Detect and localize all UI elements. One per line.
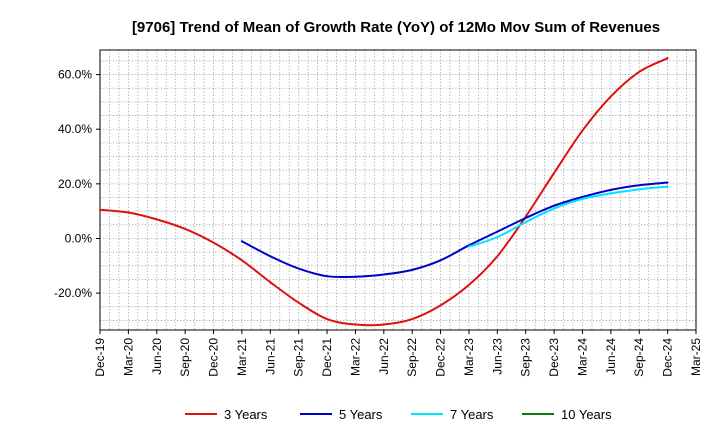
x-tick-label: Sep-23 — [519, 338, 533, 377]
y-tick-label: 40.0% — [58, 122, 92, 136]
x-tick-label: Mar-24 — [575, 338, 589, 376]
y-axis: -20.0% 0.0% 20.0% 40.0% 60.0% — [54, 68, 100, 300]
x-tick-label: Jun-22 — [377, 338, 391, 375]
y-tick-label: -20.0% — [54, 286, 92, 300]
x-tick-label: Dec-20 — [207, 338, 221, 377]
plot-area — [99, 49, 697, 331]
x-tick-label: Jun-20 — [150, 338, 164, 375]
series-line-7-years — [467, 185, 669, 248]
legend-label-7-years: 7 Years — [450, 407, 494, 422]
x-tick-label: Dec-21 — [320, 338, 334, 377]
y-tick-label: 60.0% — [58, 68, 92, 82]
x-tick-label: Dec-19 — [93, 338, 107, 377]
x-tick-label: Mar-22 — [348, 338, 362, 376]
chart-title: [9706] Trend of Mean of Growth Rate (YoY… — [132, 19, 660, 36]
legend-label-10-years: 10 Years — [561, 407, 612, 422]
x-tick-label: Sep-24 — [632, 338, 646, 377]
legend-label-5-years: 5 Years — [339, 407, 383, 422]
x-axis: Dec-19 Mar-20 Jun-20 Sep-20 Dec-20 Mar-21 Jun-… — [93, 330, 703, 377]
x-tick-label: Sep-21 — [292, 338, 306, 377]
grid — [100, 50, 696, 330]
y-tick-label: 20.0% — [58, 177, 92, 191]
x-tick-label: Mar-20 — [121, 338, 135, 376]
series-lines — [99, 57, 669, 327]
x-tick-label: Jun-24 — [604, 338, 618, 375]
x-tick-label: Dec-24 — [661, 338, 675, 377]
x-tick-label: Jun-23 — [490, 338, 504, 375]
x-tick-label: Mar-23 — [462, 338, 476, 376]
series-line-3-years — [99, 57, 669, 327]
legend: 3 Years 5 Years 7 Years 10 Years — [185, 407, 612, 422]
x-tick-label: Jun-21 — [263, 338, 277, 375]
x-tick-label: Dec-23 — [547, 338, 561, 377]
y-tick-label: 0.0% — [65, 231, 93, 245]
legend-label-3-years: 3 Years — [224, 407, 268, 422]
x-tick-label: Sep-20 — [178, 338, 192, 377]
x-tick-label: Mar-25 — [689, 338, 703, 376]
x-tick-label: Dec-22 — [434, 338, 448, 377]
x-tick-label: Mar-21 — [235, 338, 249, 376]
x-tick-label: Sep-22 — [405, 338, 419, 377]
series-line-5-years — [240, 181, 669, 279]
